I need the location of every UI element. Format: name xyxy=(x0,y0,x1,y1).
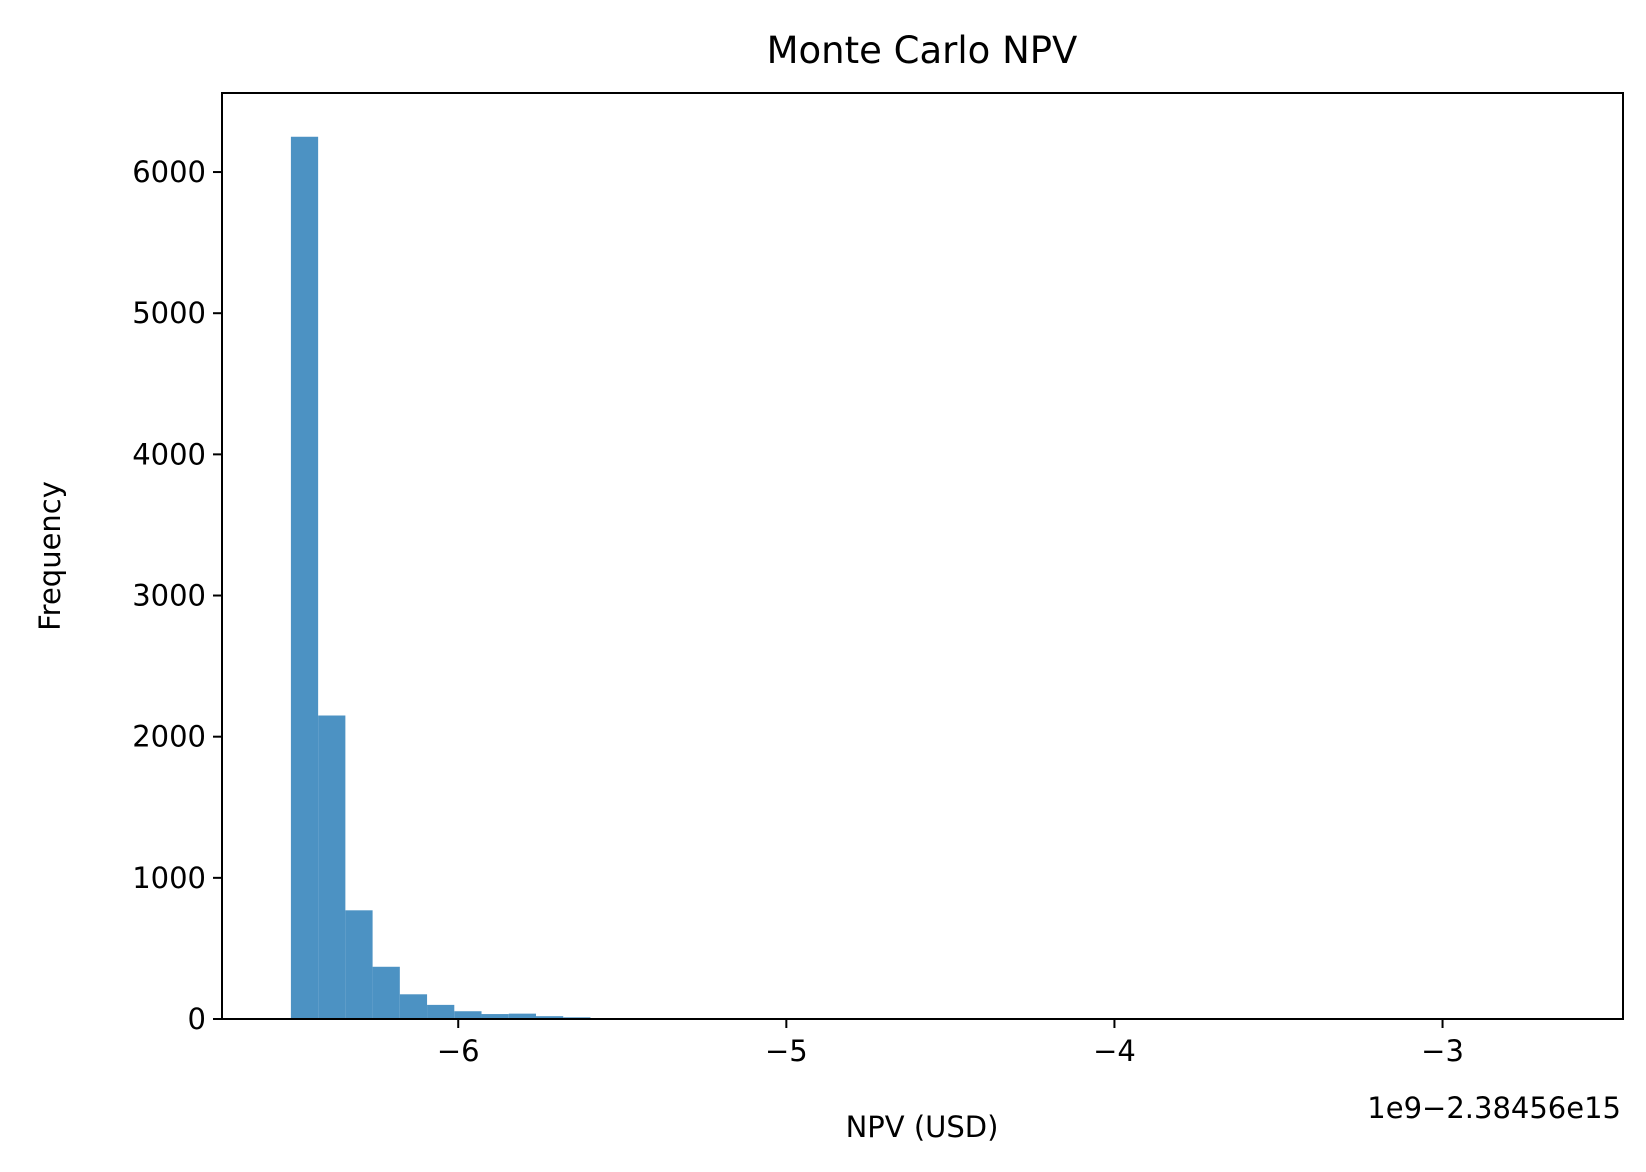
y-tick-label: 5000 xyxy=(132,296,206,330)
y-tick-label: 0 xyxy=(188,1002,206,1036)
histogram-bar xyxy=(399,994,428,1019)
x-tick-label: −4 xyxy=(1093,1034,1136,1068)
x-tick-label: −3 xyxy=(1421,1034,1464,1068)
histogram-bar xyxy=(372,966,400,1019)
y-tick-label: 1000 xyxy=(132,861,206,895)
x-tick-label: −5 xyxy=(765,1034,808,1068)
y-axis-label: Frequency xyxy=(33,481,67,631)
y-axis-ticks: 0 1000 2000 3000 4000 5000 6000 xyxy=(132,155,222,1036)
y-tick-label: 6000 xyxy=(132,155,206,189)
histogram-bar xyxy=(427,1004,455,1019)
histogram-bar xyxy=(508,1013,536,1019)
y-tick-label: 2000 xyxy=(132,720,206,754)
histogram-bar xyxy=(535,1016,564,1019)
y-tick-label: 4000 xyxy=(132,437,206,471)
histogram-bar xyxy=(318,715,346,1019)
x-axis-offset-label: 1e9−2.38456e15 xyxy=(1367,1091,1621,1125)
histogram-bar xyxy=(290,136,319,1019)
plot-frame xyxy=(221,92,1624,1020)
y-tick-label: 3000 xyxy=(132,579,206,613)
x-axis-label: NPV (USD) xyxy=(846,1110,999,1144)
histogram-bar xyxy=(345,910,373,1019)
histogram-bar xyxy=(454,1011,482,1019)
x-axis-ticks: −6 −5 −4 −3 xyxy=(437,1019,1464,1068)
x-tick-label: −6 xyxy=(437,1034,480,1068)
histogram-bars xyxy=(290,136,673,1019)
histogram-bar xyxy=(481,1014,509,1019)
chart-title: Monte Carlo NPV xyxy=(767,29,1078,72)
